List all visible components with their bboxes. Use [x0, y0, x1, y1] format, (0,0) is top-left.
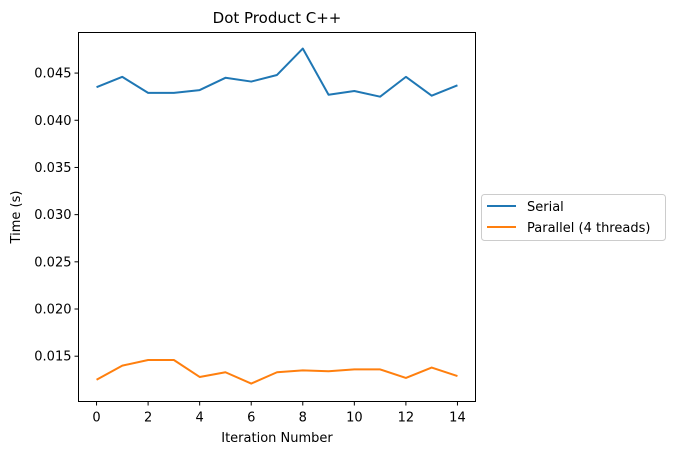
legend: Serial Parallel (4 threads) — [481, 194, 666, 241]
series-line-parallel — [96, 358, 458, 385]
chart-title: Dot Product C++ — [213, 9, 342, 27]
legend-box — [481, 194, 666, 241]
x-axis-label: Iteration Number — [221, 431, 333, 446]
y-tick-label: 0.025 — [34, 255, 71, 270]
y-tick-label: 0.015 — [34, 350, 71, 365]
x-tick-label: 6 — [247, 411, 255, 426]
plot-area — [78, 32, 476, 402]
y-axis: 0.015 0.020 0.025 0.030 0.035 0.040 0.045 — [34, 67, 79, 365]
y-tick-label: 0.045 — [34, 67, 71, 82]
plot-lines — [96, 47, 458, 385]
x-axis: 0 2 4 6 8 10 12 14 — [92, 401, 466, 426]
y-tick-label: 0.030 — [34, 208, 71, 223]
x-tick-label: 2 — [144, 411, 152, 426]
y-tick-label: 0.040 — [34, 114, 71, 129]
x-tick-label: 0 — [92, 411, 100, 426]
y-tick-label: 0.020 — [34, 303, 71, 318]
y-axis-label: Time (s) — [9, 191, 24, 245]
series-line-serial — [96, 47, 458, 98]
x-tick-label: 4 — [196, 411, 204, 426]
x-tick-label: 10 — [346, 411, 363, 426]
x-tick-label: 14 — [449, 411, 466, 426]
x-tick-label: 12 — [398, 411, 415, 426]
legend-label-parallel: Parallel (4 threads) — [527, 221, 650, 236]
y-tick-label: 0.035 — [34, 161, 71, 176]
legend-label-serial: Serial — [527, 200, 564, 215]
x-tick-label: 8 — [299, 411, 307, 426]
